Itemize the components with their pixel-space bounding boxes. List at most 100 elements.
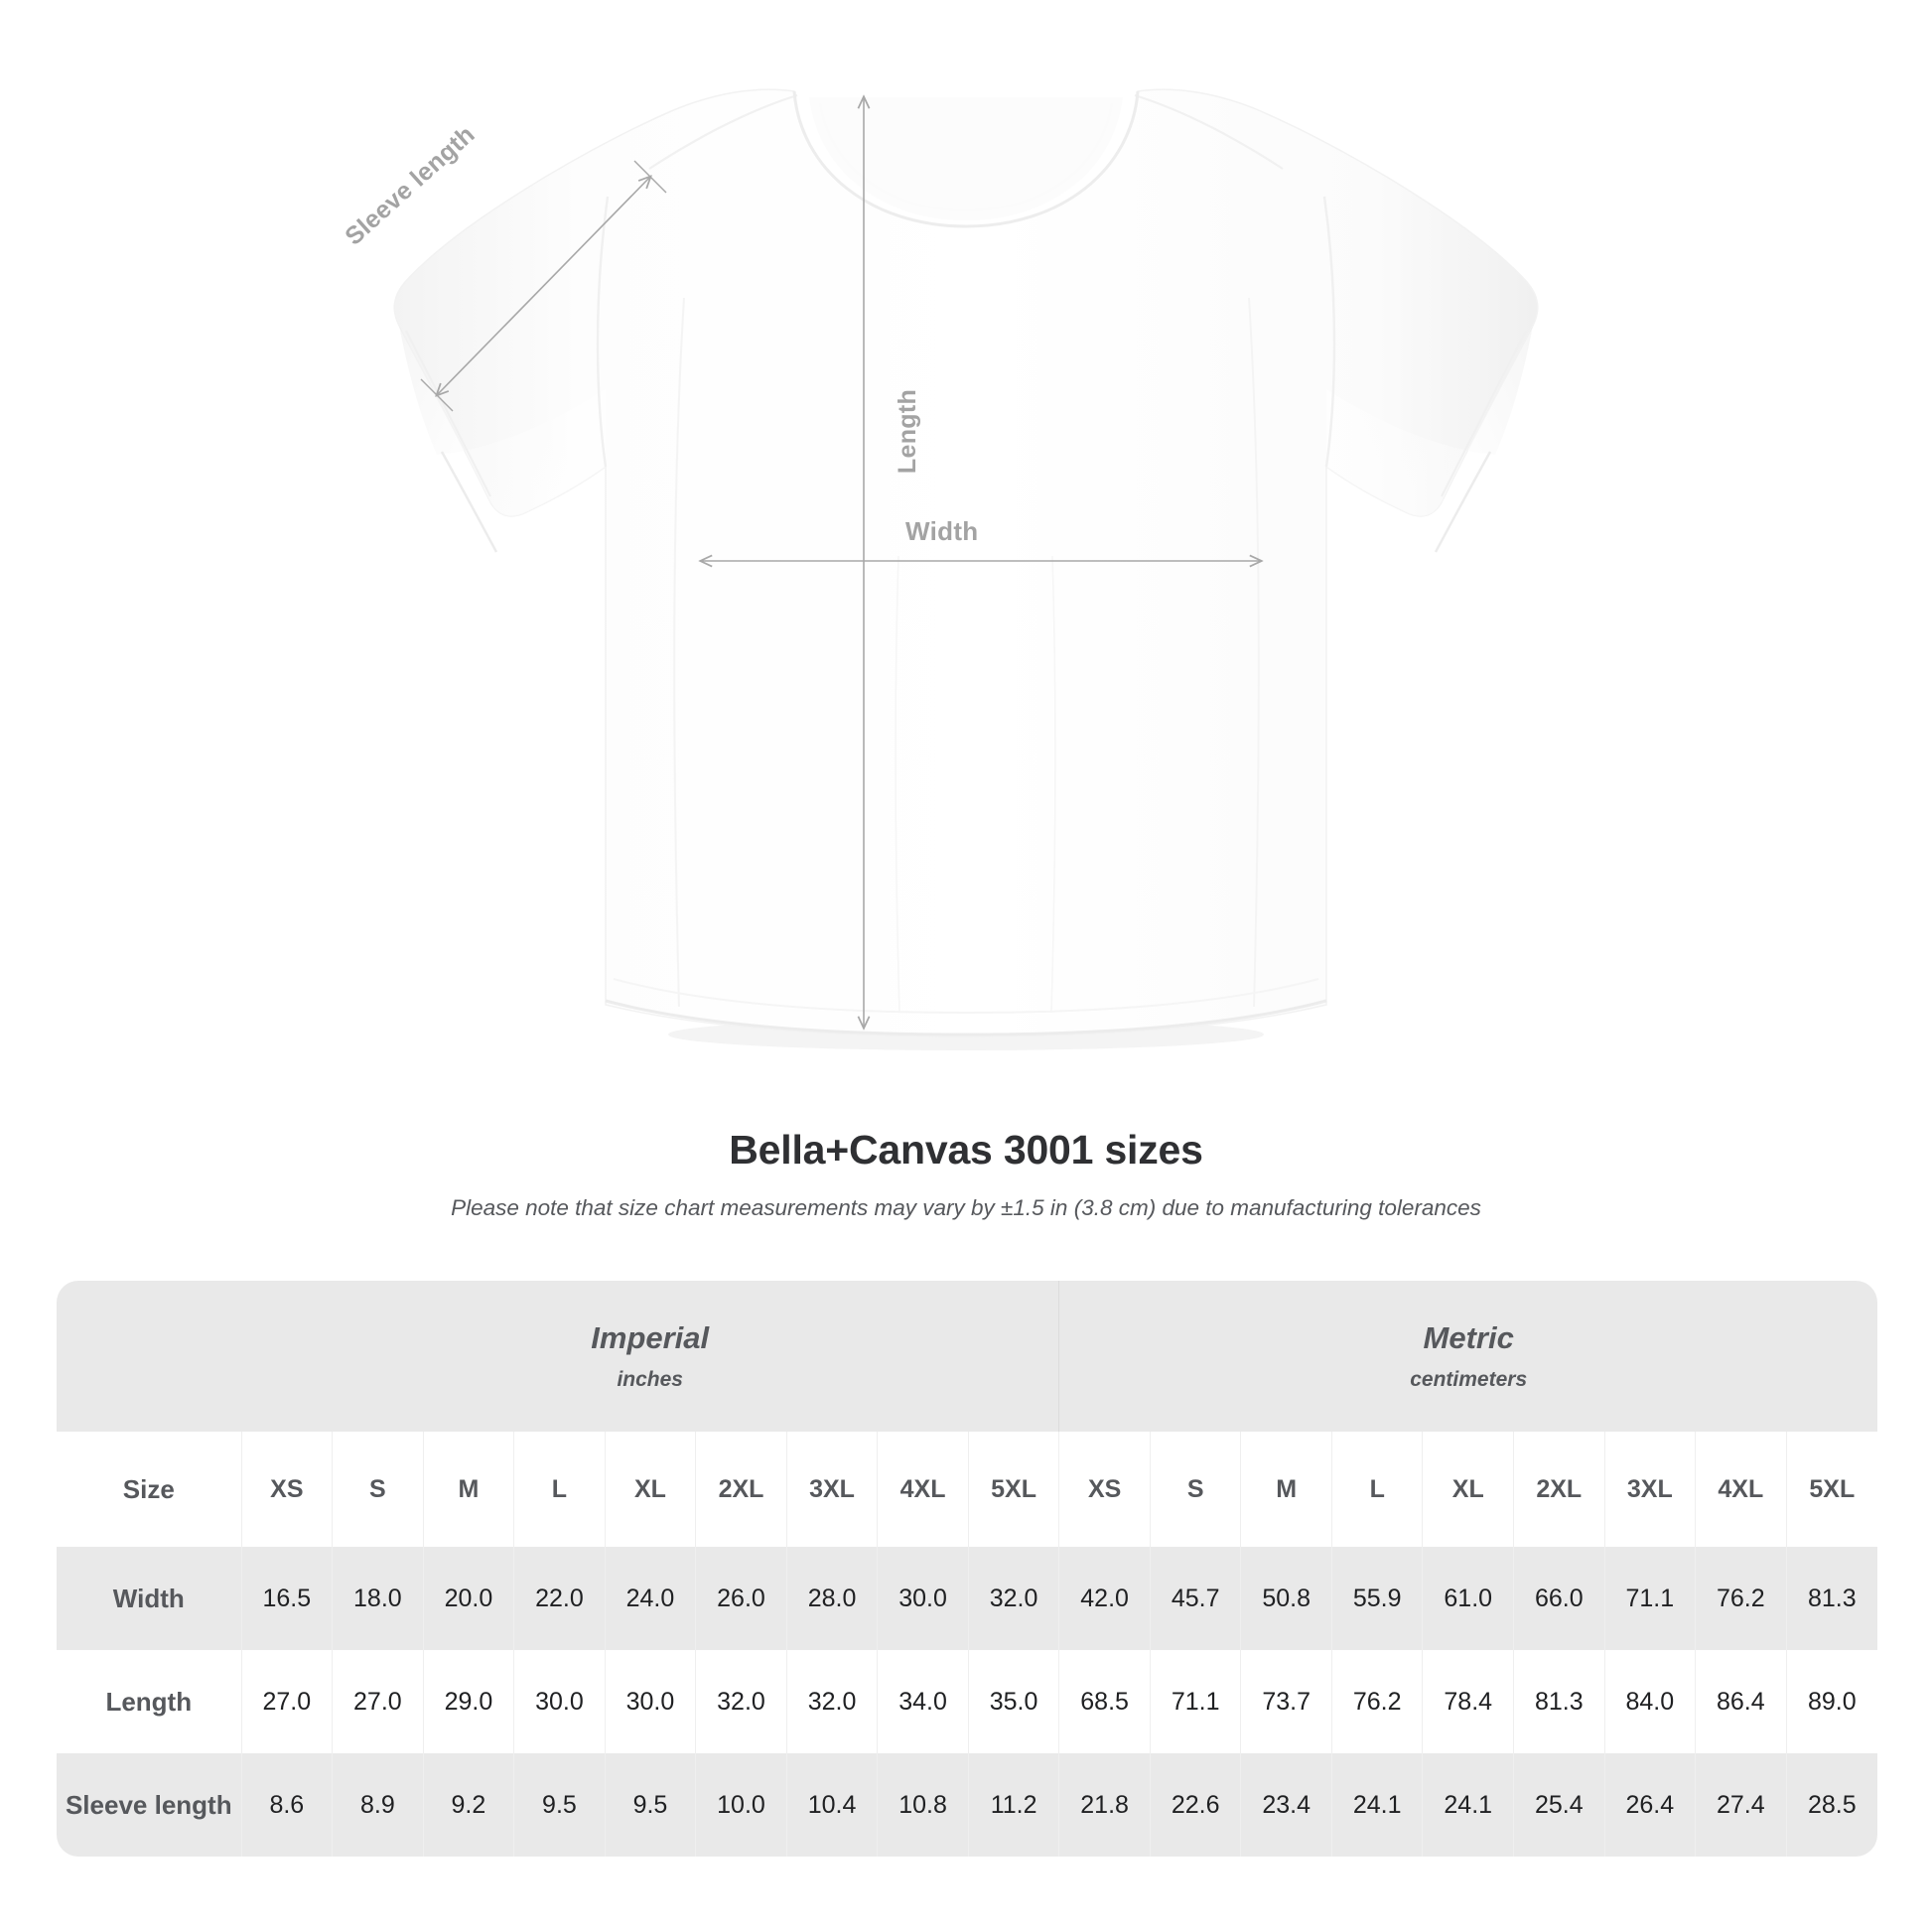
unit-group-row: Imperial inches Metric centimeters xyxy=(57,1281,1877,1432)
measurement-cell: 24.0 xyxy=(605,1547,697,1650)
measurement-cell: 73.7 xyxy=(1240,1650,1332,1753)
measurement-cell: 76.2 xyxy=(1331,1650,1424,1753)
measurement-cell: 8.9 xyxy=(332,1753,424,1857)
measurement-cell: 25.4 xyxy=(1513,1753,1605,1857)
measurement-cell: 71.1 xyxy=(1150,1650,1242,1753)
measurement-cell: 32.0 xyxy=(968,1547,1060,1650)
measurement-cell: 27.4 xyxy=(1695,1753,1787,1857)
tolerance-note: Please note that size chart measurements… xyxy=(451,1195,1481,1220)
measurement-cell: 21.8 xyxy=(1058,1753,1151,1857)
measurement-cell: 81.3 xyxy=(1786,1547,1877,1650)
measurement-cell: 23.4 xyxy=(1240,1753,1332,1857)
chart-heading: Bella+Canvas 3001 sizes Please note that… xyxy=(0,1127,1932,1221)
measurement-cell: 42.0 xyxy=(1058,1547,1151,1650)
measurement-cell: 32.0 xyxy=(786,1650,879,1753)
measurement-cell: 24.1 xyxy=(1331,1753,1424,1857)
measurement-cell: 24.1 xyxy=(1422,1753,1515,1857)
size-header-row: Size XS S M L XL 2XL 3XL 4XL 5XL XS S M L XL 2XL 3XL 4XL 5… xyxy=(57,1432,1877,1547)
sleeve-tick-lower xyxy=(420,378,454,412)
measurement-cell: 86.4 xyxy=(1695,1650,1787,1753)
measurement-cell: 10.0 xyxy=(695,1753,787,1857)
measurement-cell: 27.0 xyxy=(241,1650,334,1753)
size-header-cell: L xyxy=(513,1432,606,1547)
measurement-cell: 22.0 xyxy=(513,1547,606,1650)
measurement-cell: 32.0 xyxy=(695,1650,787,1753)
size-table: Imperial inches Metric centimeters Size X… xyxy=(57,1281,1877,1857)
measurement-cell: 71.1 xyxy=(1604,1547,1697,1650)
measurement-cell: 18.0 xyxy=(332,1547,424,1650)
sleeve-tick-upper xyxy=(633,160,667,194)
measurement-cell: 20.0 xyxy=(423,1547,515,1650)
tshirt-diagram-svg xyxy=(393,88,1539,1050)
measurement-cell: 8.6 xyxy=(241,1753,334,1857)
unit-group-metric: Metric centimeters xyxy=(1058,1281,1877,1432)
measurement-cell: 27.0 xyxy=(332,1650,424,1753)
measurement-cell: 30.0 xyxy=(513,1650,606,1753)
length-label: Length xyxy=(894,388,922,475)
size-header-cell: XS xyxy=(1058,1432,1151,1547)
size-header-cell: 2XL xyxy=(1513,1432,1605,1547)
size-header-cell: L xyxy=(1331,1432,1424,1547)
table-row: Length 27.0 27.0 29.0 30.0 30.0 32.0 32.0 34.0 35… xyxy=(57,1650,1877,1753)
size-header-cell: XL xyxy=(1422,1432,1515,1547)
measurement-cell: 78.4 xyxy=(1422,1650,1515,1753)
table-row: Sleeve length 8.6 8.9 9.2 9.5 9.5 10.0 10.4 10.8… xyxy=(57,1753,1877,1857)
measurement-cell: 35.0 xyxy=(968,1650,1060,1753)
row-label-cell: Sleeve length xyxy=(57,1753,242,1857)
measurement-cell: 9.2 xyxy=(423,1753,515,1857)
row-label-cell: Width xyxy=(57,1547,242,1650)
measurement-cell: 9.5 xyxy=(513,1753,606,1857)
size-header-cell: 4XL xyxy=(877,1432,969,1547)
size-header-cell: 5XL xyxy=(968,1432,1060,1547)
measurement-cell: 84.0 xyxy=(1604,1650,1697,1753)
measurement-cell: 26.0 xyxy=(695,1547,787,1650)
page-title: Bella+Canvas 3001 sizes xyxy=(729,1127,1203,1173)
size-header-cell: 3XL xyxy=(786,1432,879,1547)
tshirt-illustration: Sleeve length Length Width xyxy=(340,88,1539,1050)
size-header-cell: 4XL xyxy=(1695,1432,1787,1547)
measurement-cell: 30.0 xyxy=(605,1650,697,1753)
measurement-cell: 34.0 xyxy=(877,1650,969,1753)
measurement-cell: 10.4 xyxy=(786,1753,879,1857)
measurement-cell: 9.5 xyxy=(605,1753,697,1857)
measurement-cell: 30.0 xyxy=(877,1547,969,1650)
size-table-container: Imperial inches Metric centimeters Size X… xyxy=(57,1281,1877,1857)
size-header-cell: XL xyxy=(605,1432,697,1547)
metric-name: Metric xyxy=(1423,1320,1514,1355)
measurement-cell: 26.4 xyxy=(1604,1753,1697,1857)
sleeve-dimension-line xyxy=(437,177,650,395)
measurement-cell: 55.9 xyxy=(1331,1547,1424,1650)
width-label: Width xyxy=(905,516,979,546)
size-header-cell: 5XL xyxy=(1786,1432,1877,1547)
size-header-cell: M xyxy=(423,1432,515,1547)
measurement-cell: 29.0 xyxy=(423,1650,515,1753)
size-header-cell: XS xyxy=(241,1432,334,1547)
size-header-cell: S xyxy=(1150,1432,1242,1547)
measurement-cell: 66.0 xyxy=(1513,1547,1605,1650)
measurement-cell: 89.0 xyxy=(1786,1650,1877,1753)
size-header-cell: 2XL xyxy=(695,1432,787,1547)
measurement-cell: 76.2 xyxy=(1695,1547,1787,1650)
measurement-cell: 28.0 xyxy=(786,1547,879,1650)
shirt-silhouette xyxy=(393,88,1539,1037)
table-row: Width 16.5 18.0 20.0 22.0 24.0 26.0 28.0 30.0 32.… xyxy=(57,1547,1877,1650)
measurement-cell: 11.2 xyxy=(968,1753,1060,1857)
measurement-cell: 61.0 xyxy=(1422,1547,1515,1650)
measurement-cell: 22.6 xyxy=(1150,1753,1242,1857)
unit-group-imperial: Imperial inches xyxy=(241,1281,1059,1432)
unit-row-spacer xyxy=(57,1281,242,1432)
measurement-cell: 10.8 xyxy=(877,1753,969,1857)
metric-unit: centimeters xyxy=(1410,1368,1528,1391)
measurement-cell: 16.5 xyxy=(241,1547,334,1650)
size-header-cell: M xyxy=(1240,1432,1332,1547)
size-header-cell: S xyxy=(332,1432,424,1547)
measurement-cell: 45.7 xyxy=(1150,1547,1242,1650)
size-header-cell: 3XL xyxy=(1604,1432,1697,1547)
imperial-name: Imperial xyxy=(591,1320,710,1355)
size-row-label: Size xyxy=(57,1432,242,1547)
measurement-cell: 81.3 xyxy=(1513,1650,1605,1753)
imperial-unit: inches xyxy=(617,1368,683,1391)
measurement-cell: 28.5 xyxy=(1786,1753,1877,1857)
measurement-cell: 68.5 xyxy=(1058,1650,1151,1753)
